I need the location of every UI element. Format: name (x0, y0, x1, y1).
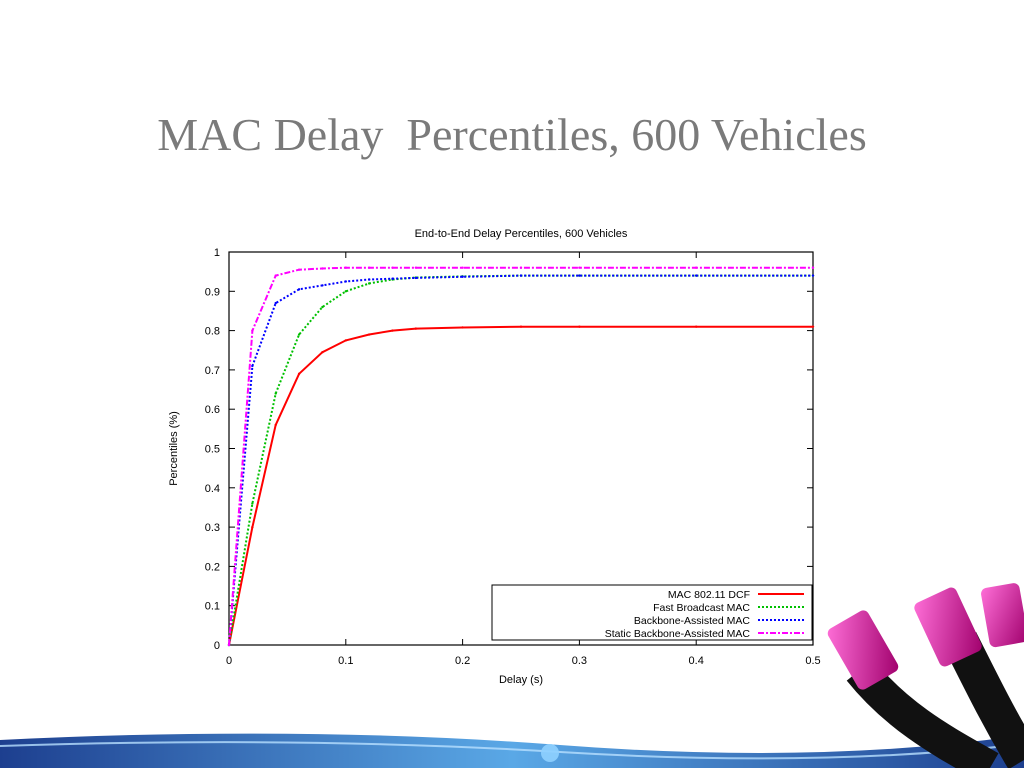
data-point (344, 290, 347, 293)
chart-title: End-to-End Delay Percentiles, 600 Vehicl… (415, 228, 628, 240)
data-point (251, 525, 254, 529)
y-tick-label: 0.8 (205, 326, 220, 338)
y-tick-label: 1 (214, 247, 220, 259)
data-point (391, 266, 394, 269)
data-point (811, 266, 815, 269)
data-point (391, 329, 394, 332)
y-tick-label: 0.7 (205, 365, 220, 377)
data-point (297, 372, 301, 376)
data-point (297, 333, 301, 336)
data-point (367, 278, 371, 281)
legend-label: Fast Broadcast MAC (653, 602, 750, 614)
data-point (274, 301, 277, 305)
x-tick-label: 0.1 (338, 655, 353, 667)
x-tick-label: 0 (226, 655, 232, 667)
data-point (519, 325, 523, 328)
data-point (344, 280, 347, 283)
data-point (414, 276, 418, 280)
series-line (228, 274, 813, 646)
data-point (274, 274, 277, 277)
data-point (367, 333, 371, 336)
data-point (695, 325, 698, 328)
x-tick-label: 0.5 (805, 655, 820, 667)
y-tick-label: 0.1 (205, 601, 220, 613)
x-tick-label: 0.3 (572, 655, 587, 667)
y-axis-label: Percentiles (%) (168, 411, 180, 486)
data-point (227, 643, 231, 647)
data-point (274, 392, 277, 395)
data-point (274, 423, 277, 427)
data-point (414, 327, 418, 330)
y-tick-label: 0.6 (205, 404, 220, 416)
legend-label: MAC 802.11 DCF (668, 589, 750, 601)
data-point (297, 268, 301, 271)
data-point (367, 266, 371, 269)
data-point (251, 502, 254, 505)
data-point (519, 266, 523, 269)
x-axis-label: Delay (s) (499, 674, 543, 686)
series-line (228, 325, 813, 646)
data-point (461, 275, 464, 278)
data-point (461, 326, 464, 329)
data-point (578, 325, 581, 328)
x-tick-label: 0.2 (455, 655, 470, 667)
y-tick-label: 0.3 (205, 522, 220, 534)
data-point (391, 277, 394, 280)
data-point (519, 274, 523, 277)
data-point (321, 284, 324, 287)
y-tick-label: 0.5 (205, 444, 220, 456)
data-point (344, 339, 347, 342)
y-tick-label: 0.9 (205, 286, 220, 298)
data-point (321, 267, 324, 270)
legend-label: Static Backbone-Assisted MAC (605, 628, 751, 640)
data-point (297, 288, 301, 291)
data-point (251, 329, 254, 332)
series-line (228, 266, 813, 646)
data-point (461, 266, 464, 269)
y-tick-label: 0 (214, 640, 220, 652)
slide-title: MAC Delay Percentiles, 600 Vehicles (157, 109, 867, 160)
y-tick-label: 0.4 (205, 483, 220, 495)
data-point (321, 351, 324, 354)
data-point (321, 305, 324, 309)
data-point (811, 274, 815, 277)
data-point (695, 266, 698, 269)
y-tick-label: 0.2 (205, 561, 220, 573)
data-point (251, 364, 254, 368)
legend-label: Backbone-Assisted MAC (634, 615, 751, 627)
data-point (344, 266, 347, 269)
data-point (578, 266, 581, 269)
data-point (695, 274, 698, 277)
data-point (367, 282, 371, 285)
data-point (578, 274, 581, 277)
data-point (811, 325, 815, 328)
data-point (414, 266, 418, 269)
x-tick-label: 0.4 (689, 655, 704, 667)
